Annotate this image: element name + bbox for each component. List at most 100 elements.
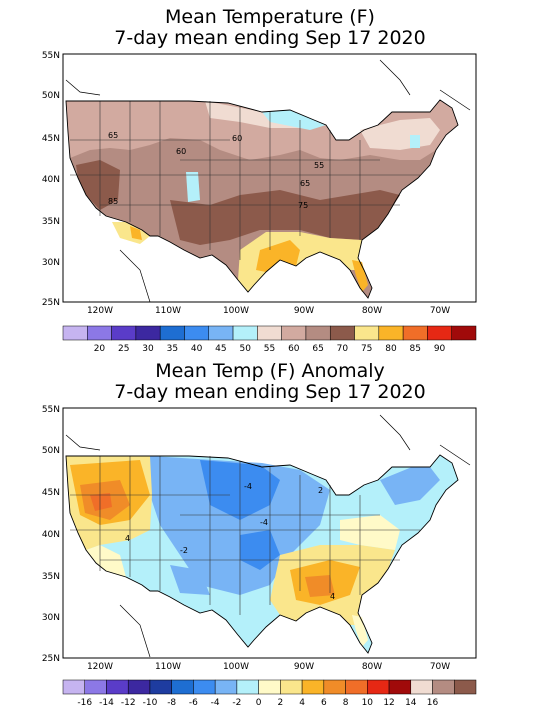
contour-label: 75 xyxy=(298,201,308,210)
colorbar-label: 4 xyxy=(299,698,305,708)
colorbar-swatch xyxy=(257,325,282,341)
contour-label: 65 xyxy=(300,179,310,188)
colorbar-label: -6 xyxy=(189,698,198,708)
colorbar-swatch xyxy=(388,679,412,695)
colorbar-label: -10 xyxy=(143,698,158,708)
svg-text:70W: 70W xyxy=(430,662,450,672)
colorbar-swatch xyxy=(323,679,346,695)
colorbar-swatch xyxy=(106,679,129,695)
svg-text:35N: 35N xyxy=(42,572,60,582)
colorbar-swatch xyxy=(62,679,85,695)
colorbar-label: -12 xyxy=(121,698,136,708)
svg-text:55N: 55N xyxy=(42,51,60,61)
contour-label: -4 xyxy=(244,482,252,491)
colorbar-swatch xyxy=(329,325,355,341)
top-colorbar: 20 25 30 35 40 45 50 55 60 65 70 75 80 85 90 xyxy=(62,325,477,354)
colorbar-swatch xyxy=(432,679,455,695)
colorbar-label: -16 xyxy=(77,698,92,708)
svg-text:35N: 35N xyxy=(42,217,60,227)
colorbar-swatch xyxy=(378,325,404,341)
colorbar-label: 60 xyxy=(288,344,300,354)
contour-label: 65 xyxy=(108,131,118,140)
svg-text:45N: 45N xyxy=(42,488,60,498)
colorbar-label: 30 xyxy=(142,344,154,354)
svg-text:40N: 40N xyxy=(42,175,60,185)
svg-text:45N: 45N xyxy=(42,134,60,144)
colorbar-swatch xyxy=(280,679,303,695)
svg-text:120W: 120W xyxy=(87,306,113,316)
colorbar-swatch xyxy=(127,679,151,695)
colorbar-label: 2 xyxy=(278,698,284,708)
colorbar-label: 50 xyxy=(239,344,251,354)
colorbar-swatch xyxy=(305,325,331,341)
colorbar-label: 14 xyxy=(405,698,417,708)
svg-text:100W: 100W xyxy=(223,662,249,672)
contour-label: 60 xyxy=(176,147,186,156)
bottom-anomaly-map: -4 -4 -2 4 2 4 55N 50N 45N 40N 35N 30N 2… xyxy=(42,405,477,672)
colorbar-swatch xyxy=(184,325,210,341)
top-lon-labels: 120W 110W 100W 90W 80W 70W xyxy=(87,306,450,316)
top-map-title-line2: 7-day mean ending Sep 17 2020 xyxy=(114,27,426,49)
colorbar-swatch xyxy=(301,679,325,695)
colorbar-label: 10 xyxy=(362,698,374,708)
colorbar-label: 35 xyxy=(167,344,178,354)
colorbar-swatch xyxy=(402,325,428,341)
top-lat-labels: 55N 50N 45N 40N 35N 30N 25N xyxy=(42,51,60,308)
colorbar-swatch xyxy=(258,679,281,695)
bottom-colorbar: -16 -14 -12 -10 -8 -6 -4 -2 0 2 4 6 8 10 12 14 16 xyxy=(62,679,477,708)
colorbar-swatch xyxy=(345,679,368,695)
colorbar-swatch xyxy=(62,325,88,341)
svg-text:25N: 25N xyxy=(42,298,60,308)
colorbar-label: 12 xyxy=(383,698,394,708)
colorbar-swatch xyxy=(149,679,172,695)
colorbar-swatch xyxy=(214,679,238,695)
colorbar-label: 45 xyxy=(215,344,226,354)
colorbar-label: 80 xyxy=(385,344,397,354)
contour-label: 4 xyxy=(330,592,335,601)
colorbar-label: 16 xyxy=(427,698,439,708)
colorbar-label: 65 xyxy=(312,344,323,354)
svg-text:110W: 110W xyxy=(155,306,181,316)
top-map-title-line1: Mean Temperature (F) xyxy=(165,6,375,28)
colorbar-label: -2 xyxy=(232,698,241,708)
colorbar-label: -4 xyxy=(211,698,220,708)
colorbar-label: 8 xyxy=(343,698,349,708)
contour-label: -2 xyxy=(180,546,188,555)
colorbar-swatch xyxy=(410,679,433,695)
colorbar-swatch xyxy=(427,325,452,341)
colorbar-swatch xyxy=(451,325,477,341)
colorbar-label: 90 xyxy=(434,344,446,354)
bottom-lat-labels: 55N 50N 45N 40N 35N 30N 25N xyxy=(42,405,60,664)
svg-text:90W: 90W xyxy=(294,662,314,672)
bottom-map-title-line1: Mean Temp (F) Anomaly xyxy=(155,360,385,382)
svg-text:50N: 50N xyxy=(42,446,60,456)
colorbar-label: 25 xyxy=(118,344,129,354)
svg-text:30N: 30N xyxy=(42,258,60,268)
colorbar-swatch xyxy=(454,679,477,695)
svg-text:80W: 80W xyxy=(362,306,382,316)
svg-text:80W: 80W xyxy=(362,662,382,672)
bottom-lon-labels: 120W 110W 100W 90W 80W 70W xyxy=(87,662,450,672)
contour-label: 85 xyxy=(108,197,118,206)
svg-text:50N: 50N xyxy=(42,91,60,101)
svg-text:120W: 120W xyxy=(87,662,113,672)
colorbar-label: 70 xyxy=(337,344,349,354)
colorbar-swatch xyxy=(159,325,185,341)
colorbar-swatch xyxy=(193,679,216,695)
svg-text:100W: 100W xyxy=(223,306,249,316)
colorbar-label: -14 xyxy=(99,698,114,708)
svg-text:25N: 25N xyxy=(42,654,60,664)
colorbar-swatch xyxy=(208,325,234,341)
svg-text:40N: 40N xyxy=(42,530,60,540)
colorbar-swatch xyxy=(111,325,137,341)
contour-label: 4 xyxy=(125,534,130,543)
colorbar-swatch xyxy=(135,325,161,341)
colorbar-swatch xyxy=(232,325,258,341)
contour-label: 2 xyxy=(318,486,323,495)
svg-text:90W: 90W xyxy=(294,306,314,316)
top-contour-labels: 65 60 60 65 55 75 85 xyxy=(108,131,324,210)
svg-text:110W: 110W xyxy=(155,662,181,672)
colorbar-label: 0 xyxy=(256,698,262,708)
colorbar-swatch xyxy=(171,679,194,695)
colorbar-swatch xyxy=(367,679,390,695)
